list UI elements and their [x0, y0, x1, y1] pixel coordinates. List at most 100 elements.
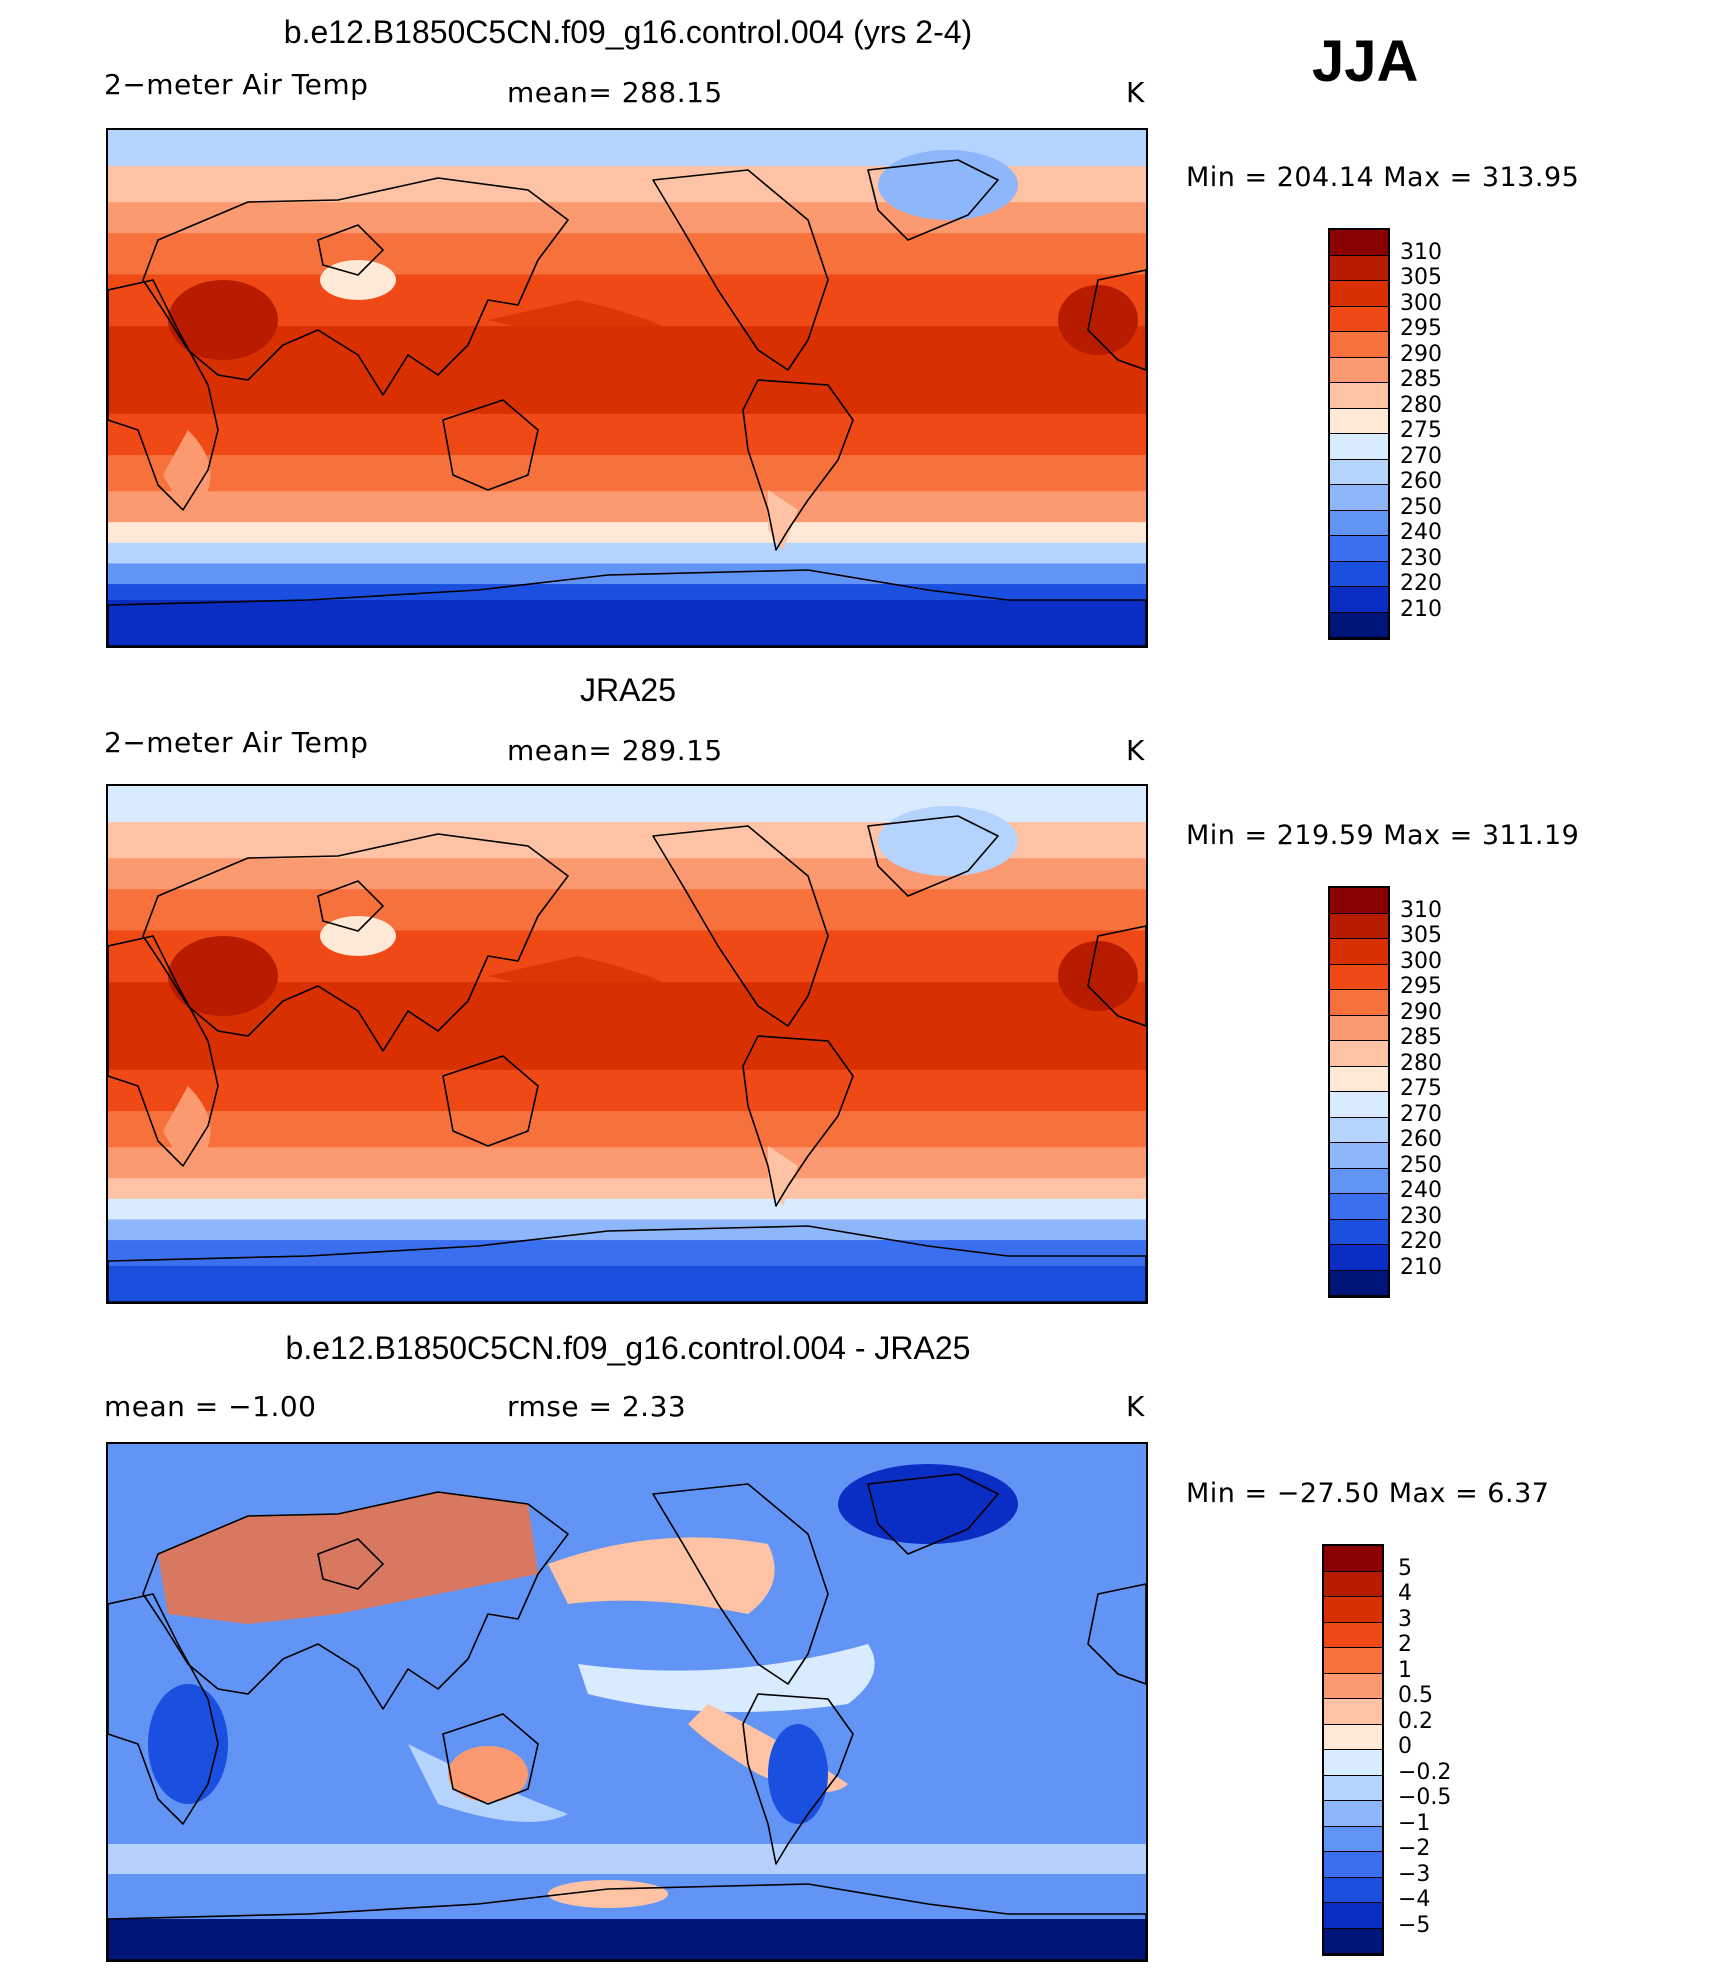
colorbar-tick-label: 270	[1400, 443, 1442, 469]
difference-map	[106, 1442, 1148, 1962]
colorbar-tick-label: 305	[1400, 265, 1442, 290]
colorbar-swatch	[1330, 1143, 1388, 1169]
colorbar-swatch	[1324, 1826, 1382, 1852]
colorbar-tick-label: 295	[1400, 974, 1442, 999]
colorbar	[1328, 228, 1390, 640]
colorbar-swatch	[1324, 1928, 1382, 1954]
temperature-map	[106, 784, 1148, 1304]
colorbar-swatch	[1330, 939, 1388, 965]
colorbar-swatch	[1324, 1673, 1382, 1699]
colorbar-swatch	[1330, 434, 1388, 460]
colorbar-swatch	[1324, 1571, 1382, 1597]
colorbar-swatch	[1330, 587, 1388, 613]
rmse-label: rmse = 2.33	[507, 1390, 687, 1423]
colorbar-tick-label: 295	[1400, 316, 1442, 341]
colorbar-tick-label: 275	[1400, 418, 1442, 443]
colorbar-swatch	[1330, 913, 1388, 939]
colorbar-tick-label: 250	[1400, 494, 1442, 520]
colorbar-swatch	[1330, 1015, 1388, 1041]
colorbar-swatch	[1324, 1546, 1382, 1572]
colorbar-swatch	[1330, 510, 1388, 536]
colorbar-swatch	[1330, 1194, 1388, 1220]
colorbar-swatch	[1330, 281, 1388, 307]
colorbar-swatch	[1324, 1648, 1382, 1674]
colorbar-swatch	[1330, 459, 1388, 485]
colorbar-tick-label: −0.2	[1398, 1759, 1452, 1785]
mean-label: mean = −1.00	[104, 1390, 317, 1423]
colorbar-swatch	[1324, 1699, 1382, 1725]
colorbar-tick-label: 300	[1400, 290, 1442, 316]
min-max-label: Min = 219.59 Max = 311.19	[1186, 820, 1580, 851]
colorbar-swatch	[1330, 1219, 1388, 1245]
colorbar-swatch	[1324, 1597, 1382, 1623]
colorbar-swatch	[1324, 1903, 1382, 1929]
colorbar-swatch	[1330, 561, 1388, 587]
panel-title: b.e12.B1850C5CN.f09_g16.control.004 - JR…	[285, 1330, 971, 1366]
colorbar-tick-label: 220	[1400, 571, 1442, 596]
panel-title: JRA25	[579, 672, 677, 708]
colorbar-tick-label: 280	[1400, 392, 1442, 418]
colorbar-swatch	[1330, 1066, 1388, 1092]
colorbar-swatch	[1330, 536, 1388, 562]
colorbar-tick-label: −3	[1398, 1861, 1431, 1887]
colorbar-tick-label: 290	[1400, 999, 1442, 1025]
colorbar-swatch	[1324, 1775, 1382, 1801]
colorbar-swatch	[1330, 1245, 1388, 1271]
panel-title: b.e12.B1850C5CN.f09_g16.control.004 (yrs…	[283, 14, 973, 50]
colorbar-swatch	[1330, 888, 1388, 914]
colorbar-swatch	[1324, 1801, 1382, 1827]
colorbar	[1322, 1544, 1384, 1956]
colorbar-tick-label: 5	[1398, 1555, 1412, 1581]
colorbar-swatch	[1330, 255, 1388, 281]
colorbar-tick-label: 275	[1400, 1076, 1442, 1101]
min-max-label: Min = −27.50 Max = 6.37	[1186, 1478, 1550, 1509]
colorbar	[1328, 886, 1390, 1298]
colorbar-swatch	[1330, 383, 1388, 409]
colorbar-tick-label: 210	[1400, 596, 1442, 622]
colorbar-tick-label: 290	[1400, 341, 1442, 367]
min-max-label: Min = 204.14 Max = 313.95	[1186, 162, 1580, 193]
colorbar-tick-label: 280	[1400, 1050, 1442, 1076]
colorbar-swatch	[1324, 1750, 1382, 1776]
colorbar-swatch	[1330, 408, 1388, 434]
temperature-map	[106, 128, 1148, 648]
units-label: K	[1126, 734, 1145, 767]
colorbar-swatch	[1330, 1092, 1388, 1118]
colorbar-tick-label: 230	[1400, 545, 1442, 571]
colorbar-tick-label: 285	[1400, 1025, 1442, 1050]
colorbar-tick-label: −4	[1398, 1887, 1431, 1912]
colorbar-tick-label: 4	[1398, 1581, 1412, 1606]
colorbar-tick-label: 260	[1400, 469, 1442, 494]
colorbar-tick-label: 0.5	[1398, 1683, 1433, 1708]
colorbar-tick-label: 310	[1400, 239, 1442, 265]
units-label: K	[1126, 1390, 1145, 1423]
colorbar-tick-label: 0	[1398, 1734, 1412, 1759]
colorbar-tick-label: 210	[1400, 1254, 1442, 1280]
colorbar-swatch	[1330, 990, 1388, 1016]
colorbar-swatch	[1330, 485, 1388, 511]
colorbar-swatch	[1324, 1852, 1382, 1878]
colorbar-tick-label: 300	[1400, 948, 1442, 974]
colorbar-swatch	[1330, 332, 1388, 358]
colorbar-tick-label: 260	[1400, 1127, 1442, 1152]
colorbar-tick-label: 3	[1398, 1606, 1412, 1632]
variable-label: 2−meter Air Temp	[104, 68, 369, 101]
colorbar-tick-label: −1	[1398, 1810, 1431, 1836]
colorbar-swatch	[1330, 357, 1388, 383]
colorbar-tick-label: 220	[1400, 1229, 1442, 1254]
units-label: K	[1126, 76, 1145, 109]
season-label: JJA	[1312, 29, 1419, 94]
mean-label: mean= 289.15	[507, 734, 723, 767]
colorbar-swatch	[1330, 1041, 1388, 1067]
colorbar-swatch	[1330, 1270, 1388, 1296]
colorbar-swatch	[1330, 964, 1388, 990]
colorbar-tick-label: 285	[1400, 367, 1442, 392]
colorbar-tick-label: 1	[1398, 1657, 1412, 1683]
colorbar-tick-label: 240	[1400, 520, 1442, 545]
colorbar-swatch	[1330, 306, 1388, 332]
colorbar-tick-label: 250	[1400, 1152, 1442, 1178]
colorbar-swatch	[1330, 230, 1388, 256]
colorbar-swatch	[1330, 1117, 1388, 1143]
colorbar-tick-label: −0.5	[1398, 1785, 1452, 1810]
colorbar-tick-label: 0.2	[1398, 1708, 1433, 1734]
